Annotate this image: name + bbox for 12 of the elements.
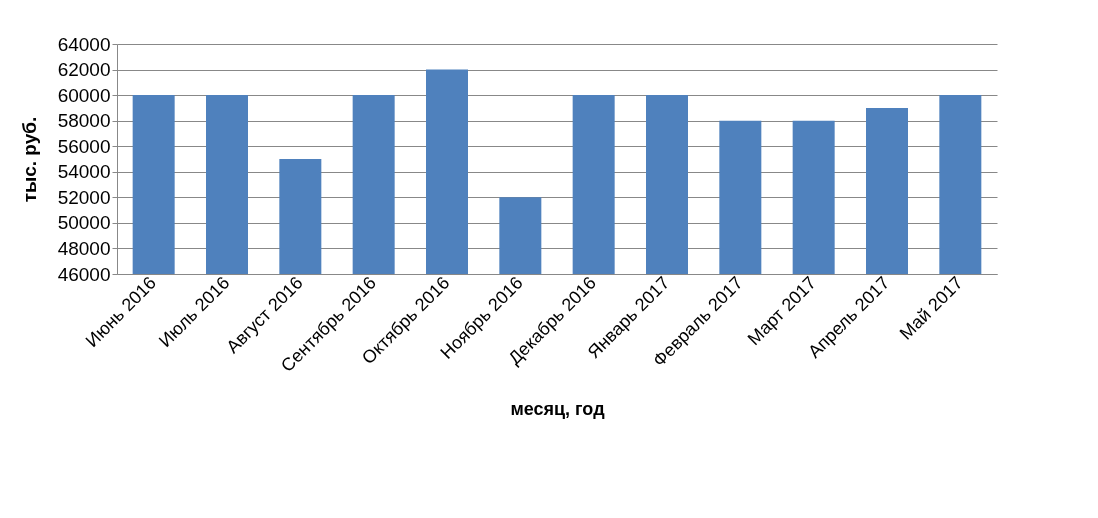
y-tick-label: 56000 — [57, 135, 111, 157]
y-tick-label: 58000 — [57, 110, 111, 132]
y-tick-label: 60000 — [57, 84, 111, 106]
y-tick-label: 46000 — [57, 263, 111, 285]
y-tick-label: 54000 — [57, 161, 111, 183]
y-tick-label: 52000 — [57, 186, 111, 208]
y-axis-title: тыс. руб. — [18, 116, 40, 203]
x-axis-title: месяц, год — [510, 398, 606, 419]
y-tick-label: 62000 — [57, 59, 111, 81]
y-tick-label: 48000 — [57, 237, 111, 259]
y-tick-label: 50000 — [57, 212, 111, 234]
y-tick-label: 64000 — [57, 33, 111, 55]
